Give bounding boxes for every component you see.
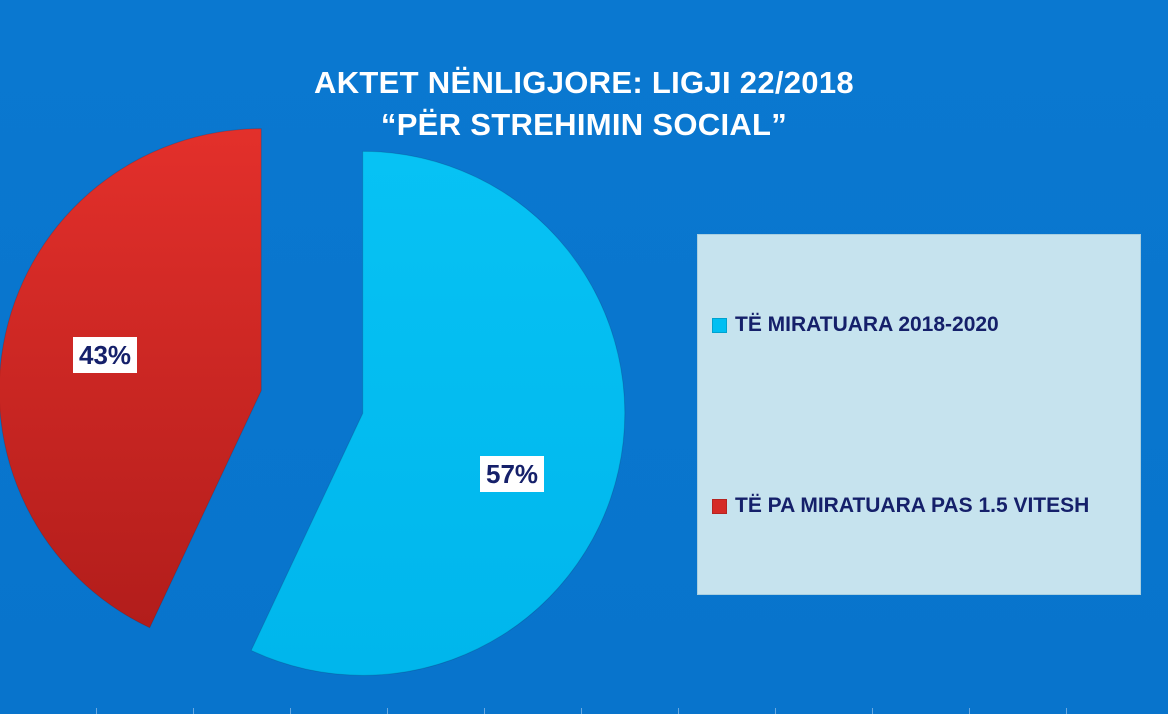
bottom-gridline bbox=[290, 708, 291, 714]
bottom-gridline bbox=[1066, 708, 1067, 714]
legend-swatch-not-approved bbox=[712, 498, 727, 514]
chart-title-line1: AKTET NËNLIGJORE: LIGJI 22/2018 bbox=[314, 65, 854, 100]
pie-slice-not-approved bbox=[0, 128, 262, 629]
legend-label-approved: TË MIRATUARA 2018-2020 bbox=[735, 313, 999, 336]
bottom-gridline bbox=[969, 708, 970, 714]
data-label-not-approved: 43% bbox=[73, 337, 138, 373]
bottom-gridline bbox=[96, 708, 97, 714]
bottom-gridline bbox=[872, 708, 873, 714]
legend-label-not-approved: TË PA MIRATUARA PAS 1.5 VITESH bbox=[735, 494, 1090, 517]
chart-title-line2: “PËR STREHIMIN SOCIAL” bbox=[380, 107, 788, 142]
legend-item-not-approved: TË PA MIRATUARA PAS 1.5 VITESH bbox=[712, 494, 1089, 518]
bottom-gridline bbox=[484, 708, 485, 714]
bottom-gridline bbox=[193, 708, 194, 714]
bottom-gridline bbox=[775, 708, 776, 714]
chart-legend: TË MIRATUARA 2018-2020 TË PA MIRATUARA P… bbox=[697, 234, 1141, 595]
data-label-approved: 57% bbox=[480, 456, 545, 492]
bottom-gridline bbox=[678, 708, 679, 714]
legend-swatch-approved bbox=[712, 317, 727, 333]
chart-title: AKTET NËNLIGJORE: LIGJI 22/2018 “PËR STR… bbox=[0, 62, 1168, 146]
legend-item-approved: TË MIRATUARA 2018-2020 bbox=[712, 313, 999, 337]
pie-slice-approved bbox=[250, 150, 626, 676]
bottom-gridline bbox=[581, 708, 582, 714]
bottom-gridline bbox=[387, 708, 388, 714]
